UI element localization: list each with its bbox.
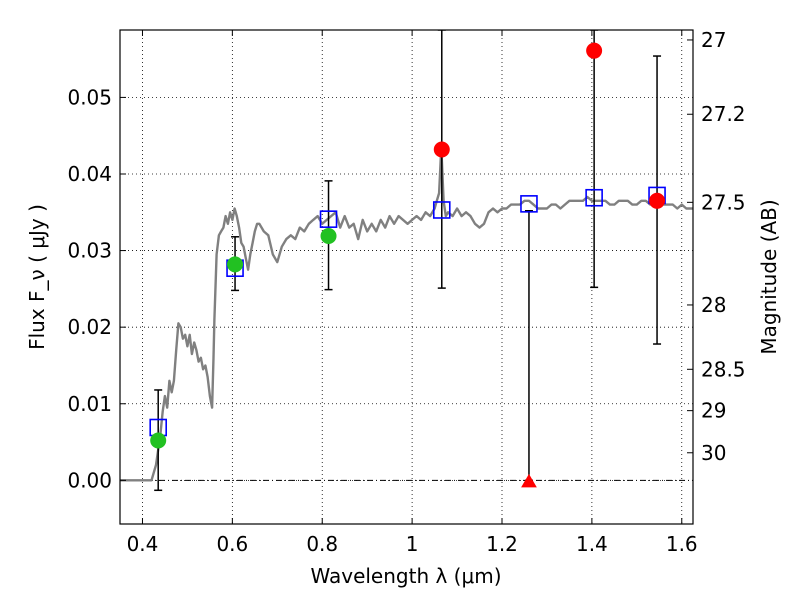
y-tick-label: 0.00 [67,468,112,492]
model-spectrum-layer [120,145,693,482]
x-tick-label: 0.4 [127,532,159,556]
model-flux-box [585,188,603,207]
model-flux-boxes [149,186,666,437]
x-tick-label: 1.2 [486,532,518,556]
right-axis-title: Magnitude (AB) [757,199,781,354]
model-flux-box [520,195,538,213]
observed-detection-point [150,432,167,449]
x-tick-label: 0.6 [216,532,248,556]
observed-points [150,42,666,488]
plot-frame [119,29,694,525]
observed-low-sn-point [649,192,666,209]
x-tick-label: 1 [406,532,419,556]
right-tick-label: 30 [701,441,726,465]
model-spectrum-line [120,145,693,482]
right-tick-label: 28 [701,293,726,317]
y-axis-title: Flux F_ν ( μJy ) [25,204,49,350]
axis-ticks: 0.4 0.6 0.8 1 1.2 1.4 1.6 0.00 0.01 0.02 0.03 0.04 0… [67,28,745,556]
observed-low-sn-point [433,141,450,158]
right-tick-label: 27.5 [701,190,746,214]
observed-upper-limit-triangle [521,473,537,488]
x-axis-title: Wavelength λ (μm) [310,564,501,588]
observed-detection-point [320,228,337,245]
observed-detection-point [227,256,244,273]
right-tick-label: 29 [701,399,726,423]
x-tick-label: 1.4 [576,532,608,556]
right-tick-label: 27.2 [701,102,746,126]
y-tick-label: 0.01 [67,392,112,416]
model-flux-box [319,210,338,228]
y-tick-label: 0.04 [67,162,112,186]
y-tick-label: 0.03 [67,239,112,263]
observed-low-sn-point [586,42,603,59]
y-tick-label: 0.02 [67,315,112,339]
x-tick-label: 1.6 [666,532,698,556]
y-tick-label: 0.05 [67,85,112,109]
right-tick-label: 27 [701,28,726,52]
x-tick-label: 0.8 [306,532,338,556]
right-tick-label: 28.5 [701,357,746,381]
model-flux-box [432,201,451,219]
grid [120,30,693,524]
